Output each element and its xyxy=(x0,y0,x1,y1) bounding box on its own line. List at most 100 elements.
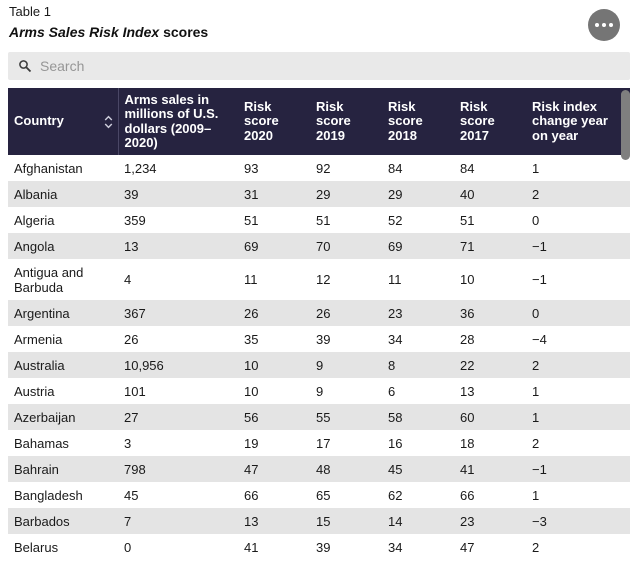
column-header-arms-sales[interactable]: Arms sales in millions of U.S. dollars (… xyxy=(118,88,238,155)
cell-risk-score-2020: 69 xyxy=(238,233,310,259)
cell-risk-score-2020: 47 xyxy=(238,456,310,482)
table-row: Argentina 367 26 26 23 36 0 xyxy=(8,300,630,326)
cell-risk-index-change: 0 xyxy=(526,300,630,326)
column-header-risk-score-2020[interactable]: Risk score 2020 xyxy=(238,88,310,155)
cell-risk-score-2018: 16 xyxy=(388,435,403,451)
cell-country: Angola xyxy=(8,233,118,259)
cell-arms-sales: 27 xyxy=(118,404,238,430)
cell-risk-score-2017: 10 xyxy=(460,272,475,287)
cell-risk-score-2017: 40 xyxy=(454,181,526,207)
cell-risk-score-2019: 9 xyxy=(316,383,324,399)
cell-risk-score-2017: 36 xyxy=(454,300,526,326)
table-row: Austria 101 10 9 6 13 1 xyxy=(8,378,630,404)
cell-risk-score-2019: 12 xyxy=(316,272,331,287)
column-header-risk-index-change[interactable]: Risk index change year on year xyxy=(526,88,630,155)
cell-risk-score-2017: 60 xyxy=(454,404,526,430)
cell-risk-index-change: 2 xyxy=(532,435,540,451)
cell-risk-score-2019: 15 xyxy=(310,508,382,534)
cell-risk-score-2017: 18 xyxy=(460,435,475,451)
cell-risk-score-2018: 23 xyxy=(382,300,454,326)
cell-risk-score-2020: 66 xyxy=(244,487,259,503)
cell-country: Argentina xyxy=(8,300,118,326)
cell-country: Algeria xyxy=(14,212,55,228)
cell-risk-score-2018: 29 xyxy=(382,181,454,207)
column-header-risk-score-2018[interactable]: Risk score 2018 xyxy=(382,88,454,155)
cell-country: Austria xyxy=(14,383,55,399)
cell-arms-sales: 39 xyxy=(118,181,238,207)
cell-country: Armenia xyxy=(14,331,63,347)
cell-risk-score-2019: 55 xyxy=(310,404,382,430)
cell-risk-score-2019: 51 xyxy=(316,212,331,228)
cell-risk-score-2019: 39 xyxy=(316,539,331,555)
cell-country: Albania xyxy=(8,181,118,207)
cell-risk-score-2019: 29 xyxy=(310,181,382,207)
cell-risk-score-2019: 70 xyxy=(310,233,382,259)
cell-risk-score-2019: 9 xyxy=(310,352,382,378)
more-options-icon xyxy=(602,23,606,27)
cell-risk-score-2020: 11 xyxy=(244,272,258,287)
cell-arms-sales: 101 xyxy=(124,383,146,399)
table-row: Bangladesh 45 66 65 62 66 1 xyxy=(8,482,630,508)
cell-risk-index-change: 1 xyxy=(532,383,540,399)
cell-country: Bangladesh xyxy=(14,487,83,503)
cell-arms-sales: 10,956 xyxy=(118,352,238,378)
cell-country: Belarus xyxy=(14,539,59,555)
column-header-risk-score-2019[interactable]: Risk score 2019 xyxy=(310,88,382,155)
cell-arms-sales: 367 xyxy=(118,300,238,326)
column-header-country[interactable]: Country xyxy=(8,88,119,155)
cell-risk-score-2018: 69 xyxy=(382,233,454,259)
cell-risk-score-2018: 84 xyxy=(388,160,403,176)
cell-risk-score-2020: 10 xyxy=(244,383,259,399)
cell-risk-index-change: 2 xyxy=(526,181,630,207)
cell-arms-sales: 7 xyxy=(118,508,238,534)
cell-risk-score-2017: 41 xyxy=(454,456,526,482)
cell-arms-sales: 359 xyxy=(124,212,146,228)
data-table-container: Country Arms sales in millions of U.S. do… xyxy=(8,88,630,563)
cell-risk-score-2019: 92 xyxy=(316,160,331,176)
table-row: Bahamas 3 19 17 16 18 2 xyxy=(8,430,630,456)
page-title-rest: scores xyxy=(159,24,209,40)
cell-risk-score-2019: 26 xyxy=(310,300,382,326)
table-row: Antigua and Barbuda 4 11 12 11 10 −1 xyxy=(8,259,630,300)
more-options-icon xyxy=(595,23,599,27)
sort-icon[interactable] xyxy=(104,115,113,129)
cell-risk-score-2017: 66 xyxy=(460,487,475,503)
cell-risk-score-2018: 34 xyxy=(388,539,403,555)
more-options-icon xyxy=(609,23,613,27)
column-header-label: Risk score 2019 xyxy=(316,98,351,143)
column-header-label: Risk score 2018 xyxy=(388,98,423,143)
scrollbar-thumb[interactable] xyxy=(621,90,630,160)
cell-risk-score-2017: 71 xyxy=(454,233,526,259)
table-row: Barbados 7 13 15 14 23 −3 xyxy=(8,508,630,534)
cell-arms-sales: 26 xyxy=(124,331,139,347)
cell-risk-score-2020: 13 xyxy=(238,508,310,534)
cell-risk-index-change: 2 xyxy=(532,539,540,555)
cell-risk-score-2018: 45 xyxy=(382,456,454,482)
column-header-label: Arms sales in millions of U.S. dollars (… xyxy=(124,91,219,150)
cell-risk-score-2020: 93 xyxy=(244,160,259,176)
cell-risk-index-change: −4 xyxy=(532,331,547,347)
cell-country: Afghanistan xyxy=(14,160,83,176)
column-header-risk-score-2017[interactable]: Risk score 2017 xyxy=(454,88,526,155)
cell-risk-score-2017: 51 xyxy=(460,212,475,228)
cell-risk-index-change: 1 xyxy=(526,404,630,430)
cell-risk-score-2019: 65 xyxy=(316,487,331,503)
table-row: Albania 39 31 29 29 40 2 xyxy=(8,181,630,207)
cell-risk-score-2017: 22 xyxy=(454,352,526,378)
cell-risk-index-change: 1 xyxy=(532,160,540,176)
cell-country: Bahamas xyxy=(14,435,69,451)
cell-risk-score-2020: 10 xyxy=(238,352,310,378)
table-row: Armenia 26 35 39 34 28 −4 xyxy=(8,326,630,352)
page-title: Arms Sales Risk Index scores xyxy=(9,24,208,40)
more-options-button[interactable] xyxy=(588,9,620,41)
cell-arms-sales: 1,234 xyxy=(124,160,157,176)
cell-risk-score-2020: 35 xyxy=(244,331,259,347)
cell-risk-score-2018: 6 xyxy=(388,383,396,399)
cell-country: Bahrain xyxy=(8,456,118,482)
search-container xyxy=(8,52,630,80)
cell-risk-score-2017: 13 xyxy=(460,383,475,399)
cell-risk-index-change: −1 xyxy=(526,233,630,259)
cell-risk-score-2019: 39 xyxy=(316,331,331,347)
search-input[interactable] xyxy=(8,52,630,80)
cell-risk-score-2018: 58 xyxy=(382,404,454,430)
